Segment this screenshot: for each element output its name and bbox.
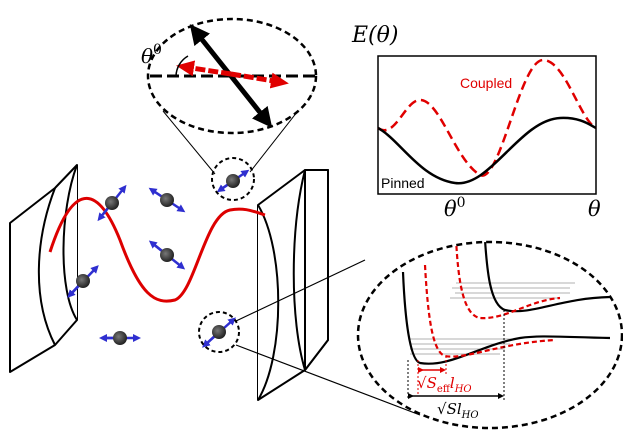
xtick-theta0: θ0	[444, 195, 466, 221]
legend-coupled: Coupled	[460, 75, 512, 91]
energy-xlabel: θ	[588, 197, 601, 221]
atom-2	[152, 190, 182, 210]
atom-7	[220, 172, 246, 190]
energy-plot: E(θ) Coupled Pinned θ0 θ	[351, 23, 601, 221]
top-inset: θ0	[141, 19, 316, 174]
atom-spins	[70, 172, 246, 345]
atom-6	[205, 320, 233, 345]
left-mirror	[10, 165, 77, 372]
atom-1	[100, 188, 124, 218]
atom-3	[152, 243, 182, 267]
energy-ylabel: E(θ)	[351, 23, 398, 48]
right-mirror	[258, 170, 328, 400]
legend-pinned: Pinned	[381, 175, 425, 191]
atom-5	[103, 331, 137, 345]
